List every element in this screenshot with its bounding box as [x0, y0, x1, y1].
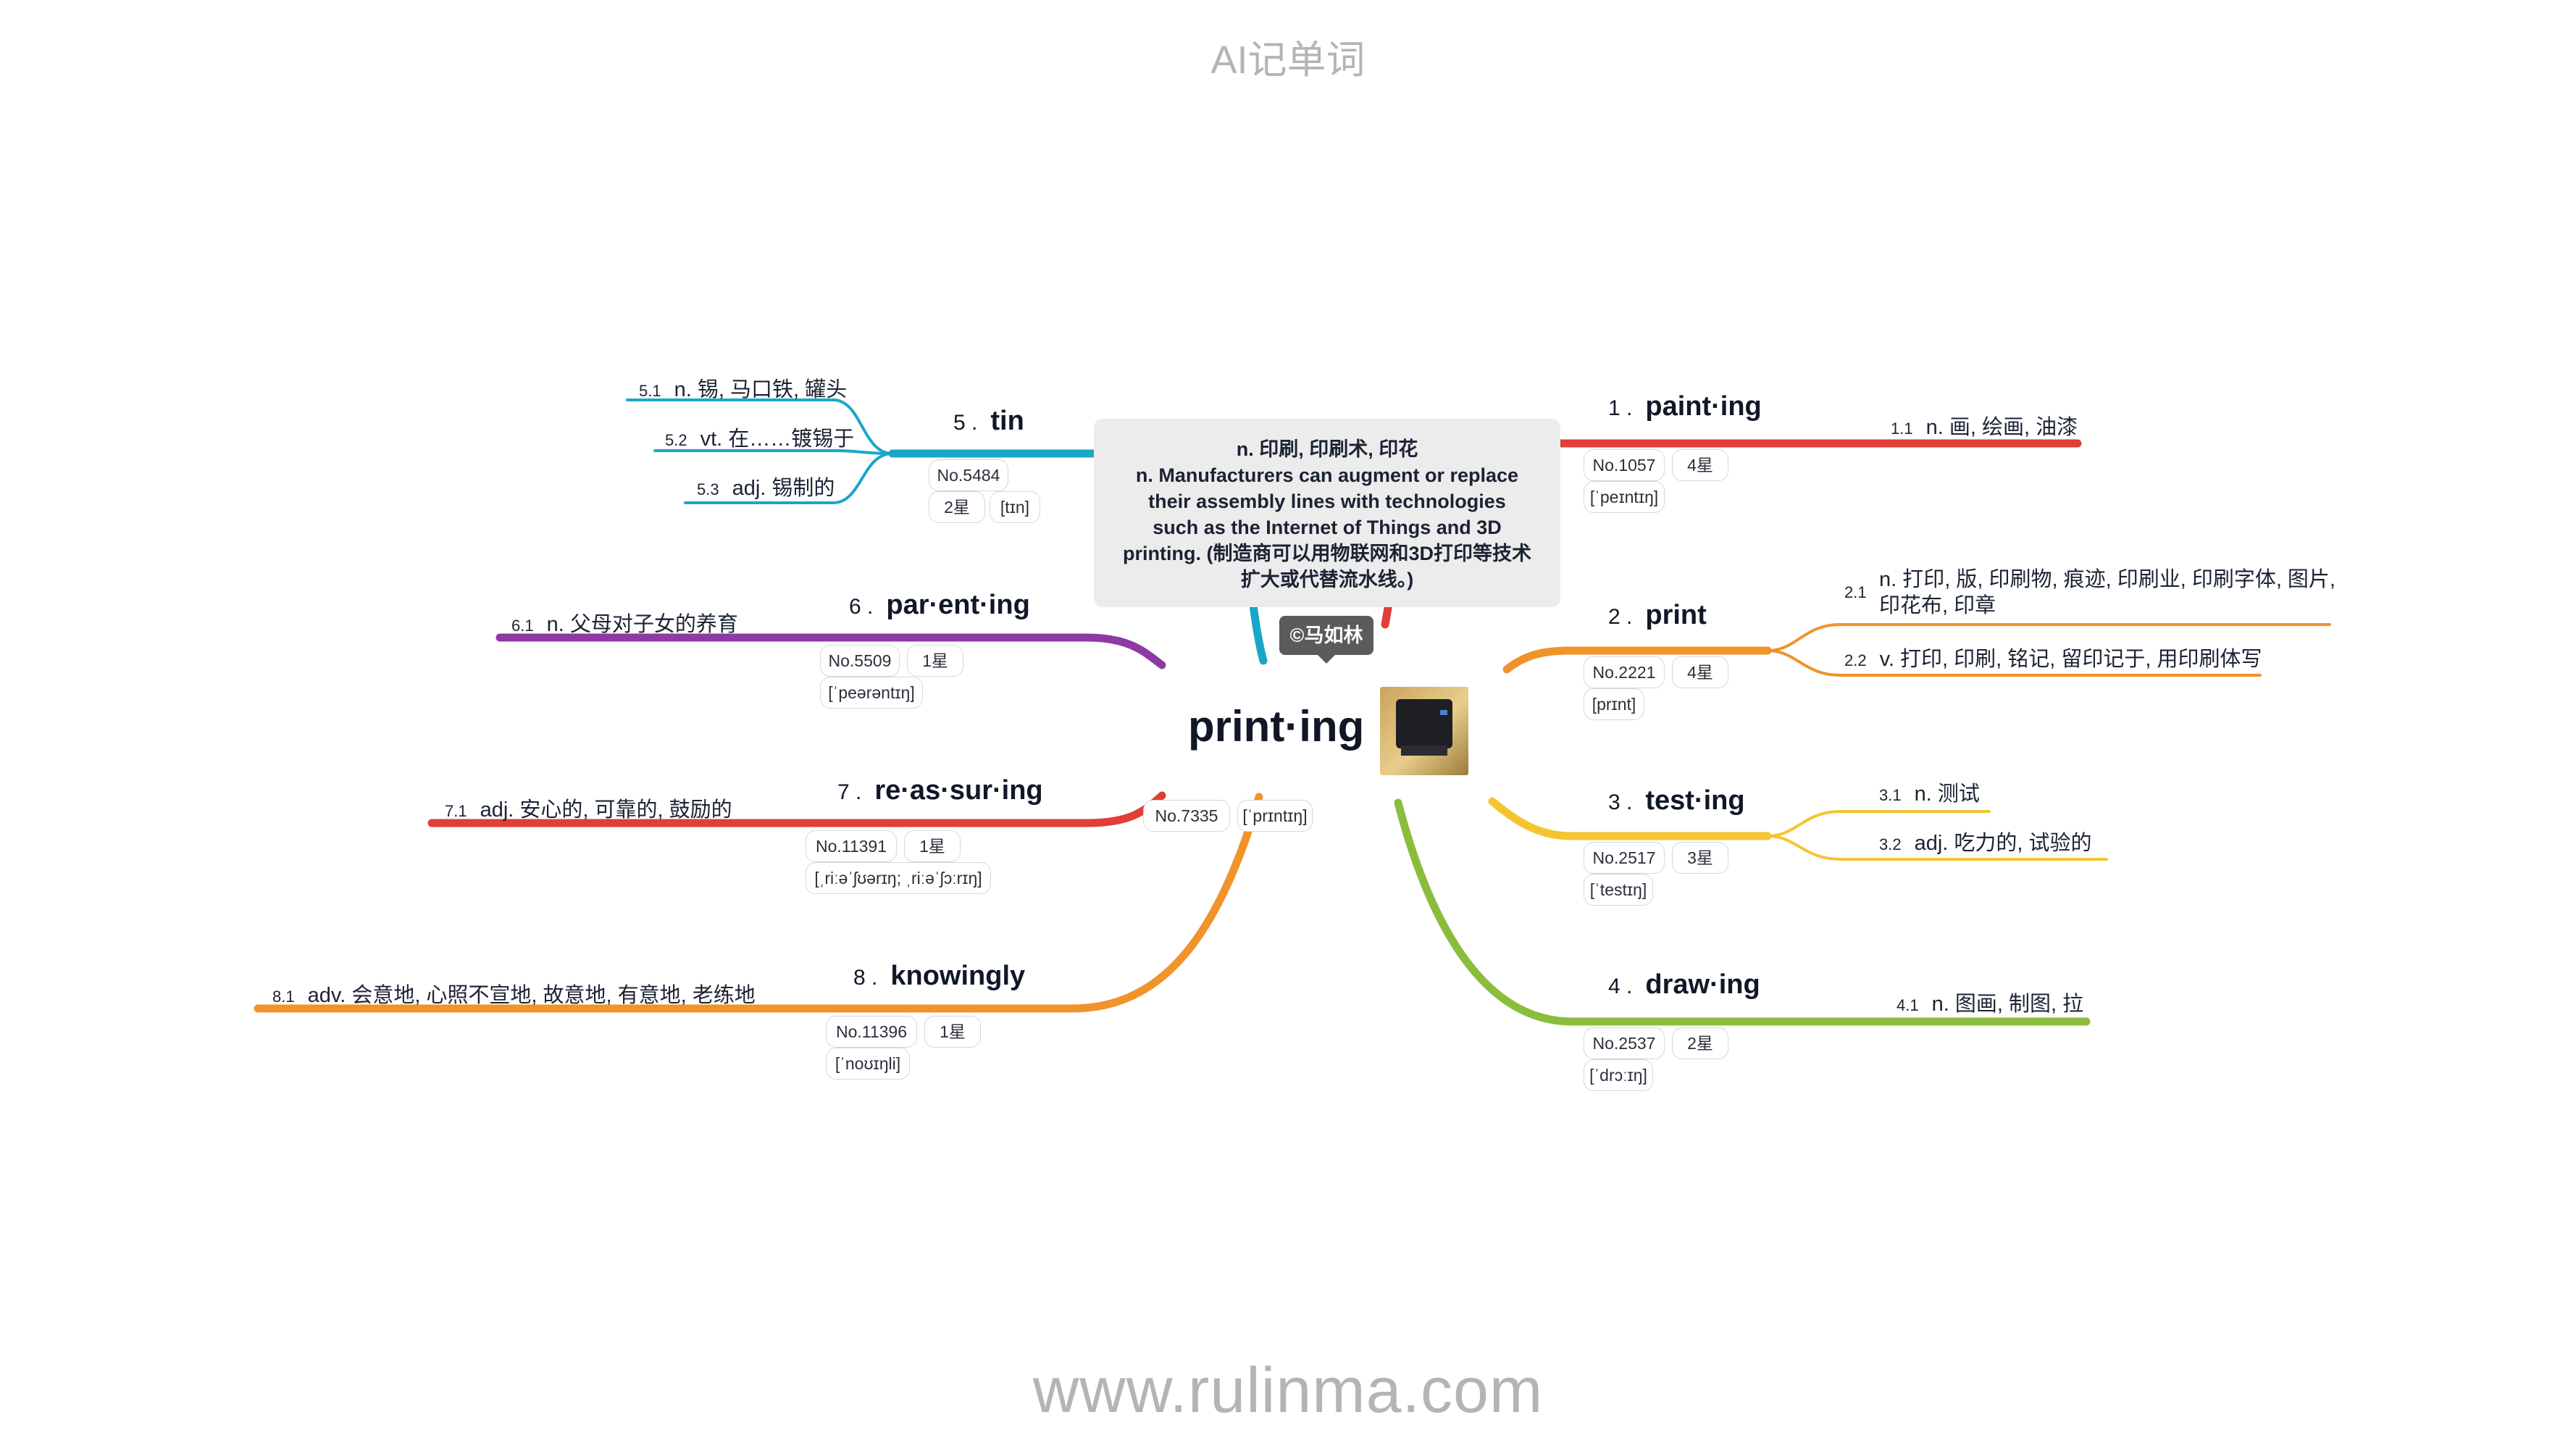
connector-testing — [1766, 835, 2108, 861]
connector-tin — [653, 449, 894, 455]
connector-parenting — [495, 633, 1166, 669]
branch-word-8[interactable]: 8 . knowingly — [853, 961, 1026, 991]
star-rating: 1星 — [907, 645, 963, 677]
connector-print — [1766, 623, 2331, 652]
branch-word-6[interactable]: 6 . par·ent·ing — [849, 590, 1030, 620]
phonetic: [prɪnt] — [1584, 688, 1644, 720]
phonetic: [ˈnoʊɪŋli] — [826, 1048, 910, 1080]
definition-2-2: 2.2 v. 打印, 印刷, 铭记, 留印记于, 用印刷体写 — [1844, 648, 2262, 671]
branch-word-5[interactable]: 5 . tin — [953, 406, 1024, 436]
connector-knowingly — [254, 793, 1263, 1013]
word-number: No.2221 — [1584, 656, 1665, 688]
star-rating: 1星 — [904, 830, 961, 862]
phonetic: [ˈtestɪŋ] — [1584, 874, 1653, 906]
word-number: No.5484 — [929, 459, 1008, 491]
word-number: No.2537 — [1584, 1027, 1665, 1059]
star-rating: 2星 — [1672, 1027, 1728, 1059]
app-title: AI记单词 — [1210, 38, 1366, 82]
connector-print — [1502, 646, 1772, 674]
star-rating: 3星 — [1672, 842, 1728, 874]
definition-6-1: 6.1 n. 父母对子女的养育 — [511, 613, 738, 636]
phonetic: [ˈpeɪntɪŋ] — [1584, 481, 1665, 513]
center-word[interactable]: print·ing — [1188, 702, 1365, 751]
center-number: No.7335 — [1143, 800, 1230, 832]
definition-note: n. 印刷, 印刷术, 印花 n. Manufacturers can augm… — [1094, 419, 1560, 607]
note-line: such as the Internet of Things and 3D — [1153, 517, 1502, 538]
phonetic: [tɪn] — [990, 491, 1040, 523]
word-number: No.1057 — [1584, 449, 1665, 481]
connector-tin — [626, 398, 894, 455]
word-number: No.2517 — [1584, 842, 1665, 874]
connector-testing — [1766, 810, 1991, 838]
word-number: No.11396 — [826, 1016, 917, 1048]
note-line: 扩大或代替流水线。) — [1240, 569, 1414, 590]
branch-word-3[interactable]: 3 . test·ing — [1608, 785, 1745, 816]
star-rating: 2星 — [929, 491, 985, 523]
definition-5-1: 5.1 n. 锡, 马口铁, 罐头 — [639, 378, 848, 401]
definition-3-2: 3.2 adj. 吃力的, 试验的 — [1879, 832, 2092, 855]
star-rating: 1星 — [924, 1016, 981, 1048]
phonetic: [ˈdrɔːɪŋ] — [1584, 1059, 1653, 1091]
center-phonetic: [ˈprɪntɪŋ] — [1237, 800, 1313, 832]
star-rating: 4星 — [1672, 449, 1728, 481]
connector-testing — [1488, 797, 1772, 840]
word-number: No.11391 — [806, 830, 897, 862]
note-line: their assembly lines with technologies — [1148, 490, 1506, 512]
connector-tin — [684, 452, 894, 504]
branch-word-2[interactable]: 2 . print — [1608, 600, 1707, 630]
branch-word-7[interactable]: 7 . re·as·sur·ing — [837, 775, 1043, 806]
definition-5-2: 5.2 vt. 在……镀锡于 — [665, 427, 855, 451]
printer-image — [1380, 687, 1468, 775]
definition-2-1: n. 打印, 版, 印刷物, 痕迹, 印刷业, 印刷字体, 图片, 印花布, 印… — [1879, 568, 2335, 617]
word-number: No.5509 — [820, 645, 900, 677]
note-line: n. 印刷, 印刷术, 印花 — [1236, 438, 1418, 460]
star-rating: 4星 — [1672, 656, 1728, 688]
definition-1-1: 1.1 n. 画, 绘画, 油漆 — [1891, 416, 2078, 439]
branch-word-4[interactable]: 4 . draw·ing — [1608, 969, 1760, 1000]
phonetic: [ˌriːəˈʃʊərɪŋ; ˌriːəˈʃɔːrɪŋ] — [806, 862, 991, 894]
note-line: printing. (制造商可以用物联网和3D打印等技术 — [1123, 543, 1531, 564]
copyright-badge: ©马如林 — [1279, 616, 1373, 664]
definition-3-1: 3.1 n. 测试 — [1879, 782, 1980, 806]
phonetic: [ˈpeərəntɪŋ] — [820, 677, 923, 709]
branch-word-1[interactable]: 1 . paint·ing — [1608, 391, 1762, 422]
definition-2-1-number: 2.1 — [1844, 583, 1867, 601]
definition-5-3: 5.3 adj. 锡制的 — [697, 477, 835, 500]
connector-drawing — [1394, 798, 2091, 1026]
connector-print — [1766, 649, 2262, 677]
website-watermark: www.rulinma.com — [1032, 1354, 1544, 1426]
definition-8-1: 8.1 adv. 会意地, 心照不宣地, 故意地, 有意地, 老练地 — [272, 984, 756, 1007]
definition-4-1: 4.1 n. 图画, 制图, 拉 — [1897, 993, 2084, 1016]
definition-7-1: 7.1 adj. 安心的, 可靠的, 鼓励的 — [445, 798, 732, 822]
note-line: n. Manufacturers can augment or replace — [1135, 464, 1519, 486]
